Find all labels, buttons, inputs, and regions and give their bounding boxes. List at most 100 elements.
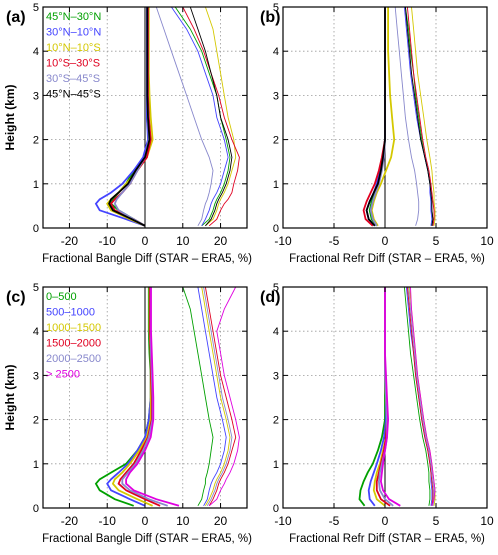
std-line-3 <box>204 6 237 227</box>
y-tick-label: 2 <box>33 415 39 427</box>
legend-entry-3: 10°N–10°S <box>46 42 101 54</box>
y-tick-label: 1 <box>273 179 279 191</box>
y-tick-label: 1 <box>33 459 39 471</box>
std-line-4 <box>406 6 435 226</box>
legend-entry-5: 30°S–45°S <box>46 73 100 85</box>
y-tick-label: 2 <box>273 415 279 427</box>
x-tick-label: 20 <box>214 234 228 248</box>
y-tick-label: 3 <box>33 370 39 382</box>
x-axis-label: Fractional Refr Diff (STAR – ERA5, %) <box>289 253 485 265</box>
std-line-6 <box>208 286 240 507</box>
y-tick-label: 5 <box>273 2 279 14</box>
x-tick-label: -10 <box>274 514 292 528</box>
x-tick-label: 0 <box>142 234 149 248</box>
std-line-3 <box>201 286 231 507</box>
y-tick-label: 5 <box>33 2 39 14</box>
x-tick-label: 20 <box>214 514 228 528</box>
legend-entry-1: 45°N–30°N <box>46 11 101 23</box>
x-tick-label: -10 <box>274 234 292 248</box>
panel-label: (b) <box>260 9 280 26</box>
x-tick-label: 10 <box>480 514 494 528</box>
y-axis-label: Height (km) <box>3 364 17 430</box>
x-tick-label: 0 <box>382 234 389 248</box>
panel-label: (c) <box>6 289 26 306</box>
mean-line-5 <box>113 7 150 227</box>
y-tick-label: 1 <box>33 179 39 191</box>
mean-line-6 <box>379 287 401 507</box>
y-tick-label: 3 <box>33 90 39 102</box>
y-tick-label: 3 <box>273 370 279 382</box>
std-line-5 <box>203 286 233 507</box>
panel-b: -10 -5 0 5 10 0 1 2 3 4 5 Fractional Refr Diff (STA… <box>260 2 494 265</box>
std-line-1 <box>174 6 231 227</box>
std-line-3 <box>411 6 436 226</box>
std-line-5 <box>155 6 214 227</box>
std-line-4 <box>204 286 237 507</box>
y-tick-label: 5 <box>33 282 39 294</box>
y-tick-label: 0 <box>33 223 39 235</box>
y-tick-label: 4 <box>273 46 279 58</box>
y-tick-label: 0 <box>33 503 39 515</box>
x-tick-label: 10 <box>480 234 494 248</box>
x-tick-label: 5 <box>433 514 440 528</box>
y-tick-label: 5 <box>273 282 279 294</box>
panel-c: -20 -10 0 10 20 0 1 2 3 4 5 Fractional Bangle Diff … <box>3 282 252 545</box>
legend-entry-2: 30°N–10°N <box>46 27 101 39</box>
y-tick-label: 2 <box>33 135 39 147</box>
mean-line-4 <box>375 287 391 507</box>
y-tick-label: 0 <box>273 223 279 235</box>
std-line-5 <box>394 6 420 226</box>
y-axis-label: Height (km) <box>3 84 17 150</box>
y-tick-label: 4 <box>273 326 279 338</box>
y-tick-label: 2 <box>273 135 279 147</box>
std-line-6 <box>189 6 233 227</box>
legend-entry-6: 45°N–45°S <box>46 89 101 101</box>
x-axis-label: Fractional Bangle Diff (STAR – ERA5, %) <box>42 253 252 265</box>
x-tick-label: 10 <box>176 234 190 248</box>
x-tick-label: -20 <box>61 234 79 248</box>
y-tick-label: 1 <box>273 459 279 471</box>
y-tick-label: 3 <box>273 90 279 102</box>
panel-a: -20 -10 0 10 20 0 1 2 3 4 5 Fractional Bangle Diff … <box>3 2 252 265</box>
x-tick-label: 0 <box>142 514 149 528</box>
mean-line-1 <box>109 7 150 227</box>
std-line-5 <box>408 286 435 506</box>
std-line-2 <box>171 6 229 227</box>
mean-line-1 <box>94 287 152 507</box>
x-axis-label: Fractional Bangle Diff (STAR – ERA5, %) <box>42 533 252 545</box>
x-tick-label: 0 <box>382 514 389 528</box>
panel-d: -10 -5 0 5 10 0 1 2 3 4 5 Fractional Refr Diff (STA… <box>260 282 494 545</box>
x-tick-label: -5 <box>329 234 340 248</box>
legend-entry-3: 1000–1500 <box>46 322 101 334</box>
panel-label: (d) <box>260 289 280 306</box>
mean-line-6 <box>365 7 386 227</box>
std-line-1 <box>403 286 431 506</box>
mean-line-6 <box>108 7 151 227</box>
x-tick-label: 10 <box>176 514 190 528</box>
std-line-4 <box>406 286 434 506</box>
legend-entry-2: 500–1000 <box>46 307 95 319</box>
x-tick-label: -20 <box>61 514 79 528</box>
x-axis-label: Fractional Refr Diff (STAR – ERA5, %) <box>289 533 485 545</box>
legend-entry-1: 0–500 <box>46 291 77 303</box>
legend-entry-4: 1500–2000 <box>46 338 101 350</box>
panel-label: (a) <box>6 9 26 26</box>
std-line-6 <box>404 6 434 226</box>
mean-line-3 <box>370 7 396 227</box>
std-line-4 <box>182 6 240 227</box>
x-tick-label: 5 <box>433 234 440 248</box>
x-tick-label: -5 <box>329 514 340 528</box>
x-tick-label: -10 <box>99 514 117 528</box>
std-line-1 <box>182 286 214 507</box>
std-line-6 <box>410 286 436 506</box>
mean-line-6 <box>125 287 180 507</box>
y-tick-label: 4 <box>33 46 39 58</box>
legend-entry-5: 2000–2500 <box>46 353 101 365</box>
mean-line-3 <box>106 7 154 227</box>
legend-entry-4: 10°S–30°S <box>46 58 100 70</box>
x-tick-label: -10 <box>99 234 117 248</box>
y-tick-label: 4 <box>33 326 39 338</box>
std-line-2 <box>197 286 227 507</box>
